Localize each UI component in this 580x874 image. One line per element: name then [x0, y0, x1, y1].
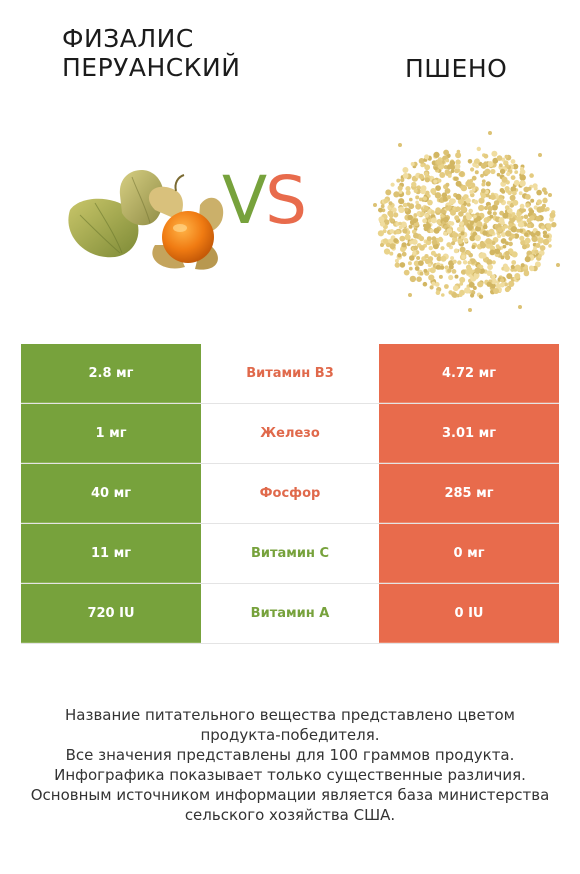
- comparison-row: 1 мг Железо 3.01 мг: [21, 404, 559, 464]
- footer-line: Инфографика показывает только существенн…: [54, 766, 526, 784]
- vs-s-letter: S: [265, 162, 307, 239]
- millet-image: [373, 131, 560, 312]
- nutrient-name: Витамин C: [201, 524, 379, 583]
- comparison-row: 40 мг Фосфор 285 мг: [21, 464, 559, 524]
- left-value: 2.8 мг: [21, 344, 201, 403]
- footer-line: Основным источником информации является …: [30, 786, 550, 804]
- footer-line: сельского хозяйства США.: [184, 806, 396, 824]
- comparison-table: 2.8 мг Витамин B3 4.72 мг 1 мг Железо 3.01 мг…: [21, 344, 559, 644]
- left-value: 11 мг: [21, 524, 201, 583]
- nutrient-name: Железо: [201, 404, 379, 463]
- footer-notes: Название питательного вещества представл…: [0, 705, 580, 825]
- comparison-row: 2.8 мг Витамин B3 4.72 мг: [21, 344, 559, 404]
- vs-v-letter: V: [222, 162, 267, 239]
- nutrient-name: Витамин B3: [201, 344, 379, 403]
- left-product-title: Физалис перуанский: [62, 24, 240, 82]
- footer-line: Название питательного вещества представл…: [65, 706, 515, 724]
- right-value: 285 мг: [379, 464, 559, 523]
- right-value: 4.72 мг: [379, 344, 559, 403]
- left-value: 720 IU: [21, 584, 201, 643]
- footer-line: Все значения представлены для 100 граммо…: [65, 746, 515, 764]
- left-value: 1 мг: [21, 404, 201, 463]
- nutrient-name: Витамин A: [201, 584, 379, 643]
- left-title-line1: Физалис: [62, 24, 194, 53]
- footer-line: продукта-победителя.: [200, 726, 380, 744]
- right-value: 0 мг: [379, 524, 559, 583]
- physalis-image: [68, 170, 224, 270]
- right-product-title: Пшено: [405, 54, 508, 83]
- right-value: 0 IU: [379, 584, 559, 643]
- right-value: 3.01 мг: [379, 404, 559, 463]
- left-value: 40 мг: [21, 464, 201, 523]
- nutrient-name: Фосфор: [201, 464, 379, 523]
- vs-label: VS: [222, 168, 307, 234]
- left-title-line2: перуанский: [62, 53, 241, 82]
